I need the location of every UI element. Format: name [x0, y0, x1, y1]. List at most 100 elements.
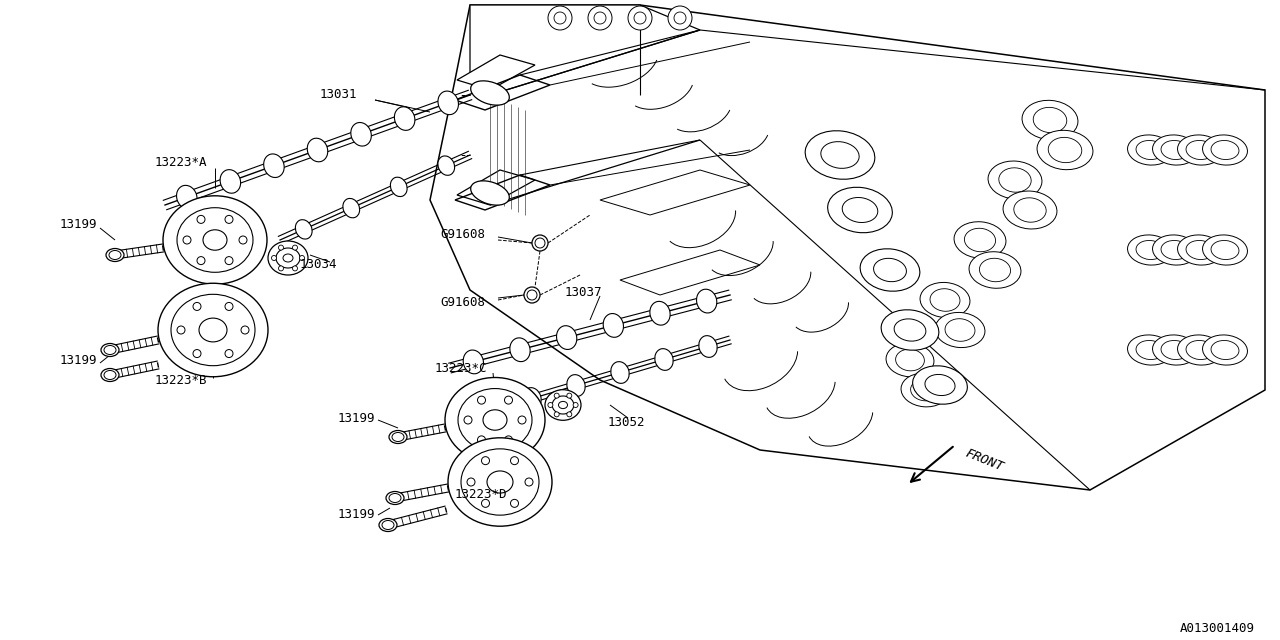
Ellipse shape	[842, 198, 878, 223]
Circle shape	[524, 287, 540, 303]
Circle shape	[193, 303, 201, 310]
Circle shape	[567, 412, 572, 417]
Circle shape	[293, 266, 297, 271]
Circle shape	[554, 393, 559, 398]
Text: 13052: 13052	[608, 415, 645, 429]
Ellipse shape	[1048, 138, 1082, 163]
Ellipse shape	[198, 318, 227, 342]
Circle shape	[177, 326, 186, 334]
Polygon shape	[457, 170, 535, 205]
Circle shape	[225, 303, 233, 310]
Circle shape	[535, 238, 545, 248]
Circle shape	[518, 416, 526, 424]
Text: 13034: 13034	[300, 259, 338, 271]
Ellipse shape	[1137, 340, 1164, 360]
Circle shape	[481, 499, 489, 508]
Ellipse shape	[463, 350, 484, 374]
Circle shape	[477, 396, 485, 404]
Ellipse shape	[805, 131, 874, 179]
Ellipse shape	[901, 373, 948, 407]
Ellipse shape	[264, 154, 284, 177]
Ellipse shape	[931, 289, 960, 311]
Ellipse shape	[509, 338, 530, 362]
Ellipse shape	[1211, 241, 1239, 260]
Ellipse shape	[1137, 140, 1164, 159]
Polygon shape	[430, 5, 1265, 490]
Circle shape	[271, 255, 276, 260]
Circle shape	[675, 12, 686, 24]
Circle shape	[532, 235, 548, 251]
Ellipse shape	[101, 344, 119, 356]
Ellipse shape	[307, 138, 328, 162]
Circle shape	[279, 266, 283, 271]
Ellipse shape	[1152, 235, 1198, 265]
Polygon shape	[457, 55, 535, 90]
Text: 13199: 13199	[60, 353, 97, 367]
Ellipse shape	[699, 335, 717, 357]
Ellipse shape	[1161, 340, 1189, 360]
Circle shape	[477, 436, 485, 444]
Circle shape	[548, 403, 553, 408]
Ellipse shape	[925, 374, 955, 396]
Circle shape	[628, 6, 652, 30]
Text: 13199: 13199	[60, 218, 97, 232]
Circle shape	[225, 349, 233, 358]
Ellipse shape	[650, 301, 671, 325]
Circle shape	[573, 403, 579, 408]
Ellipse shape	[964, 228, 996, 252]
Circle shape	[225, 216, 233, 223]
Circle shape	[504, 396, 512, 404]
Ellipse shape	[936, 312, 984, 348]
Ellipse shape	[611, 362, 630, 383]
Circle shape	[511, 499, 518, 508]
Ellipse shape	[1014, 198, 1046, 222]
Ellipse shape	[204, 230, 227, 250]
Ellipse shape	[1004, 191, 1057, 229]
Circle shape	[241, 326, 250, 334]
Ellipse shape	[1161, 241, 1189, 260]
Ellipse shape	[1211, 140, 1239, 159]
Ellipse shape	[379, 518, 397, 531]
Ellipse shape	[389, 431, 407, 444]
Ellipse shape	[389, 493, 401, 502]
Ellipse shape	[220, 170, 241, 193]
Ellipse shape	[1033, 108, 1066, 132]
Ellipse shape	[445, 378, 545, 463]
Text: G91608: G91608	[440, 228, 485, 241]
Circle shape	[193, 349, 201, 358]
Text: 13223*A: 13223*A	[155, 157, 207, 170]
Ellipse shape	[655, 349, 673, 371]
Circle shape	[527, 290, 538, 300]
Ellipse shape	[969, 252, 1021, 288]
Text: FRONT: FRONT	[963, 447, 1005, 474]
Ellipse shape	[603, 314, 623, 337]
Text: 13037: 13037	[564, 287, 603, 300]
Ellipse shape	[448, 438, 552, 526]
Circle shape	[183, 236, 191, 244]
Ellipse shape	[106, 248, 124, 262]
Ellipse shape	[1152, 135, 1198, 165]
Ellipse shape	[177, 208, 253, 272]
Ellipse shape	[101, 369, 119, 381]
Ellipse shape	[1178, 235, 1222, 265]
Ellipse shape	[268, 241, 308, 275]
Text: 13199: 13199	[338, 509, 375, 522]
Ellipse shape	[1202, 235, 1248, 265]
Ellipse shape	[954, 221, 1006, 259]
Circle shape	[668, 6, 692, 30]
Ellipse shape	[1187, 241, 1213, 260]
Ellipse shape	[392, 433, 404, 442]
Ellipse shape	[881, 310, 938, 350]
Text: G91608: G91608	[440, 296, 485, 308]
Ellipse shape	[545, 390, 581, 420]
Ellipse shape	[873, 259, 906, 282]
Ellipse shape	[172, 294, 255, 365]
Circle shape	[293, 245, 297, 250]
Ellipse shape	[552, 396, 573, 414]
Circle shape	[197, 216, 205, 223]
Ellipse shape	[988, 161, 1042, 199]
Text: A013001409: A013001409	[1180, 621, 1254, 634]
Ellipse shape	[438, 91, 458, 115]
Circle shape	[504, 436, 512, 444]
Ellipse shape	[896, 349, 924, 371]
